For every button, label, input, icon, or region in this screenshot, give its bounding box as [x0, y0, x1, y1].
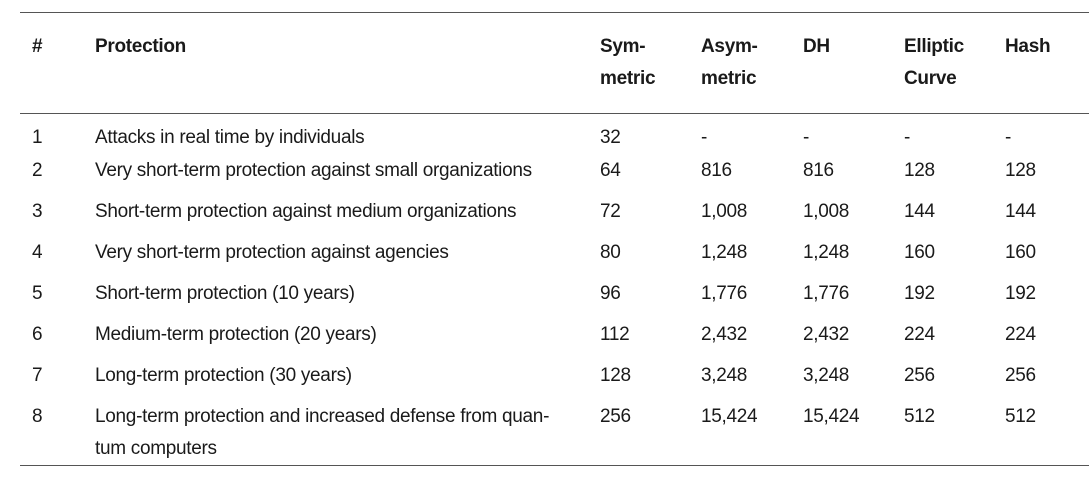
- cell-num: 8: [32, 406, 43, 427]
- cell-hash: 160: [1005, 242, 1036, 263]
- header-symmetric-line-1: Sym-: [600, 36, 646, 57]
- key-length-table: # Protection Sym- metric Asym- metric DH…: [20, 12, 1089, 466]
- header-asymmetric-line-1: Asym-: [701, 36, 758, 57]
- cell-hash: 224: [1005, 324, 1036, 345]
- cell-protection: Very short-term protection against agenc…: [95, 242, 449, 263]
- cell-asymmetric: 1,248: [701, 242, 748, 263]
- cell-elliptic-curve: 224: [904, 324, 935, 345]
- cell-hash: 128: [1005, 160, 1036, 181]
- header-elliptic-line-2: Curve: [904, 68, 957, 89]
- cell-dh: 1,008: [803, 201, 850, 222]
- cell-elliptic-curve: 256: [904, 365, 935, 386]
- header-elliptic-curve: Elliptic Curve: [904, 13, 1005, 114]
- header-asymmetric-line-2: metric: [701, 68, 757, 89]
- cell-elliptic-curve: -: [904, 127, 911, 148]
- cell-symmetric: 128: [600, 365, 631, 386]
- cell-asymmetric: 1,776: [701, 283, 748, 304]
- cell-asymmetric: 3,248: [701, 365, 748, 386]
- table-header: # Protection Sym- metric Asym- metric DH…: [20, 12, 1089, 114]
- header-asymmetric: Asym- metric: [701, 13, 803, 114]
- header-row: # Protection Sym- metric Asym- metric DH…: [20, 12, 1089, 114]
- cell-dh: 2,432: [803, 324, 850, 345]
- cell-asymmetric: 15,424: [701, 406, 758, 427]
- table-body: 1 Attacks in real time by individuals 32…: [20, 114, 1089, 466]
- cell-elliptic-curve: 128: [904, 160, 935, 181]
- cell-elliptic-curve: 160: [904, 242, 935, 263]
- header-hash: Hash: [1005, 36, 1051, 57]
- cell-hash: -: [1005, 127, 1012, 148]
- cell-dh: 1,776: [803, 283, 850, 304]
- cell-hash: 192: [1005, 283, 1036, 304]
- cell-dh: 816: [803, 160, 834, 181]
- cell-dh: 3,248: [803, 365, 850, 386]
- table-row: 5 Short-term protection (10 years) 96 1,…: [20, 278, 1089, 319]
- cell-protection: Long-term protection (30 years): [95, 365, 352, 386]
- cell-protection: Short-term protection against medium org…: [95, 201, 517, 222]
- table-row: 4 Very short-term protection against age…: [20, 237, 1089, 278]
- cell-dh: 1,248: [803, 242, 850, 263]
- cell-protection: Attacks in real time by individuals: [95, 127, 365, 148]
- cell-protection: Very short-term protection against small…: [95, 160, 532, 181]
- cell-num: 4: [32, 242, 43, 263]
- header-elliptic-line-1: Elliptic: [904, 36, 964, 57]
- table-row: 1 Attacks in real time by individuals 32…: [20, 114, 1089, 156]
- cell-elliptic-curve: 144: [904, 201, 935, 222]
- cell-num: 2: [32, 160, 43, 181]
- cell-asymmetric: 1,008: [701, 201, 748, 222]
- header-protection: Protection: [95, 36, 186, 57]
- cell-elliptic-curve: 512: [904, 406, 935, 427]
- header-num: #: [32, 36, 43, 57]
- cell-symmetric: 32: [600, 127, 621, 148]
- cell-symmetric: 80: [600, 242, 621, 263]
- cell-protection: Long-term protection and increased defen…: [95, 406, 550, 459]
- table-row: 6 Medium-term protection (20 years) 112 …: [20, 319, 1089, 360]
- table-row: 2 Very short-term protection against sma…: [20, 155, 1089, 196]
- cell-hash: 256: [1005, 365, 1036, 386]
- cell-num: 1: [32, 127, 43, 148]
- cell-asymmetric: 2,432: [701, 324, 748, 345]
- table-row: 8 Long-term protection and increased def…: [20, 401, 1089, 466]
- cell-num: 7: [32, 365, 43, 386]
- cell-num: 3: [32, 201, 43, 222]
- header-dh: DH: [803, 36, 830, 57]
- cell-asymmetric: -: [701, 127, 708, 148]
- cell-symmetric: 64: [600, 160, 621, 181]
- cell-num: 5: [32, 283, 43, 304]
- cell-hash: 144: [1005, 201, 1036, 222]
- cell-symmetric: 112: [600, 324, 630, 345]
- cell-symmetric: 72: [600, 201, 621, 222]
- cell-symmetric: 96: [600, 283, 621, 304]
- cell-protection: Short-term protection (10 years): [95, 283, 355, 304]
- cell-hash: 512: [1005, 406, 1036, 427]
- key-length-table-container: # Protection Sym- metric Asym- metric DH…: [20, 12, 1089, 466]
- cell-elliptic-curve: 192: [904, 283, 935, 304]
- header-symmetric-line-2: metric: [600, 68, 656, 89]
- cell-symmetric: 256: [600, 406, 631, 427]
- table-row: 7 Long-term protection (30 years) 128 3,…: [20, 360, 1089, 401]
- cell-num: 6: [32, 324, 43, 345]
- cell-protection: Medium-term protection (20 years): [95, 324, 377, 345]
- cell-dh: -: [803, 127, 810, 148]
- cell-dh: 15,424: [803, 406, 860, 427]
- cell-asymmetric: 816: [701, 160, 732, 181]
- header-symmetric: Sym- metric: [600, 13, 701, 114]
- table-row: 3 Short-term protection against medium o…: [20, 196, 1089, 237]
